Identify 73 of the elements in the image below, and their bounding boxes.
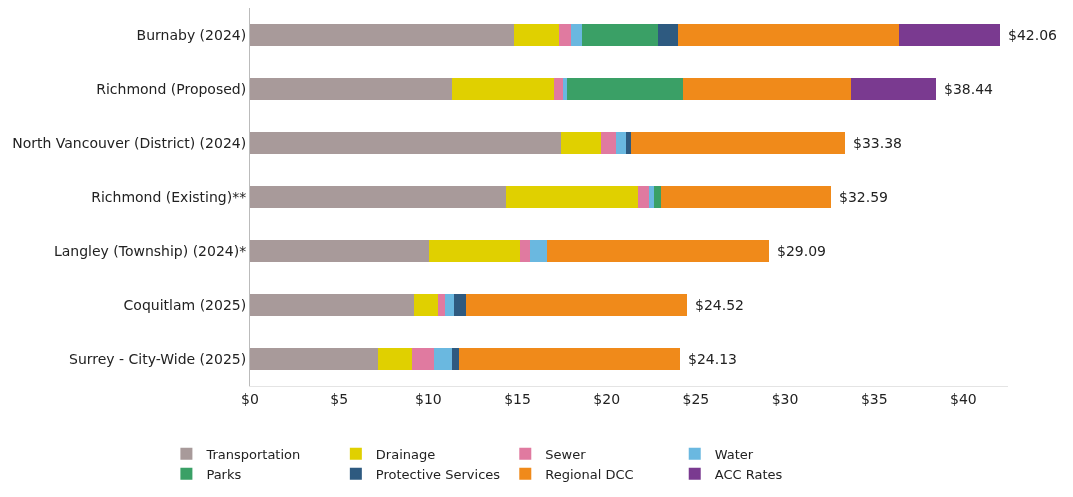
bar	[513, 23, 559, 47]
bar	[250, 239, 429, 263]
bar	[465, 293, 688, 317]
legend-label: Drainage	[375, 446, 436, 462]
x-tick-label: $30	[771, 390, 799, 407]
bar	[581, 23, 659, 47]
legend-label: Protective Services	[375, 466, 501, 482]
total-label: $24.13	[688, 351, 737, 367]
bar	[428, 239, 520, 263]
legend-label: Regional DCC	[545, 466, 634, 482]
x-tick-label: $5	[330, 390, 349, 407]
bar	[453, 293, 466, 317]
x-tick-label: $0	[241, 390, 259, 407]
bar	[554, 77, 564, 101]
bar	[250, 131, 562, 155]
bar	[638, 185, 649, 209]
bar	[851, 77, 936, 101]
bar	[648, 185, 654, 209]
bar	[250, 23, 514, 47]
bar	[630, 131, 846, 155]
bar	[601, 131, 616, 155]
total-label: $32.59	[839, 189, 888, 205]
bar	[682, 77, 852, 101]
bar	[452, 77, 555, 101]
bar	[445, 293, 454, 317]
legend-label: Transportation	[205, 446, 301, 462]
bar	[561, 131, 602, 155]
bar	[437, 293, 446, 317]
total-label: $38.44	[944, 81, 994, 97]
y-tick-label: North Vancouver (District) (2024)	[12, 134, 247, 151]
bar	[519, 239, 530, 263]
bar	[414, 293, 438, 317]
bar	[571, 23, 582, 47]
x-tick-label: $10	[414, 390, 442, 407]
bar	[250, 347, 378, 371]
legend-label: ACC Rates	[714, 466, 783, 482]
bar	[459, 347, 681, 371]
total-label: $42.06	[1008, 27, 1058, 43]
bar	[899, 23, 1001, 47]
total-label: $24.52	[695, 297, 744, 313]
bar	[377, 347, 413, 371]
bar	[626, 131, 631, 155]
bar	[678, 23, 900, 47]
y-tick-label: Coquitlam (2025)	[123, 296, 247, 313]
x-tick-label: $35	[860, 390, 888, 407]
x-tick-label: $15	[504, 390, 531, 407]
bar	[506, 185, 639, 209]
bar	[250, 185, 507, 209]
bar	[250, 293, 415, 317]
y-tick-label: Burnaby (2024)	[136, 26, 247, 43]
y-tick-label: Richmond (Existing)**	[91, 188, 247, 205]
bar	[546, 239, 769, 263]
x-tick-label: $40	[950, 390, 977, 407]
bar	[615, 131, 627, 155]
bar	[653, 185, 661, 209]
bar	[433, 347, 452, 371]
y-tick-label: Surrey - City-Wide (2025)	[69, 350, 247, 367]
bar	[658, 23, 679, 47]
bar	[558, 23, 572, 47]
x-tick-label: $25	[682, 390, 710, 407]
bar	[412, 347, 434, 371]
legend-label: Sewer	[545, 446, 587, 462]
bar	[660, 185, 832, 209]
y-tick-label: Langley (Township) (2024)*	[53, 242, 247, 259]
bar	[529, 239, 547, 263]
total-label: $29.09	[777, 243, 826, 259]
x-tick-label: $20	[593, 390, 621, 407]
bar	[250, 77, 453, 101]
total-label: $33.38	[853, 135, 902, 151]
legend-label: Parks	[206, 466, 242, 482]
y-tick-label: Richmond (Proposed)	[96, 80, 247, 97]
bar	[567, 77, 683, 101]
legend-label: Water	[714, 446, 754, 462]
